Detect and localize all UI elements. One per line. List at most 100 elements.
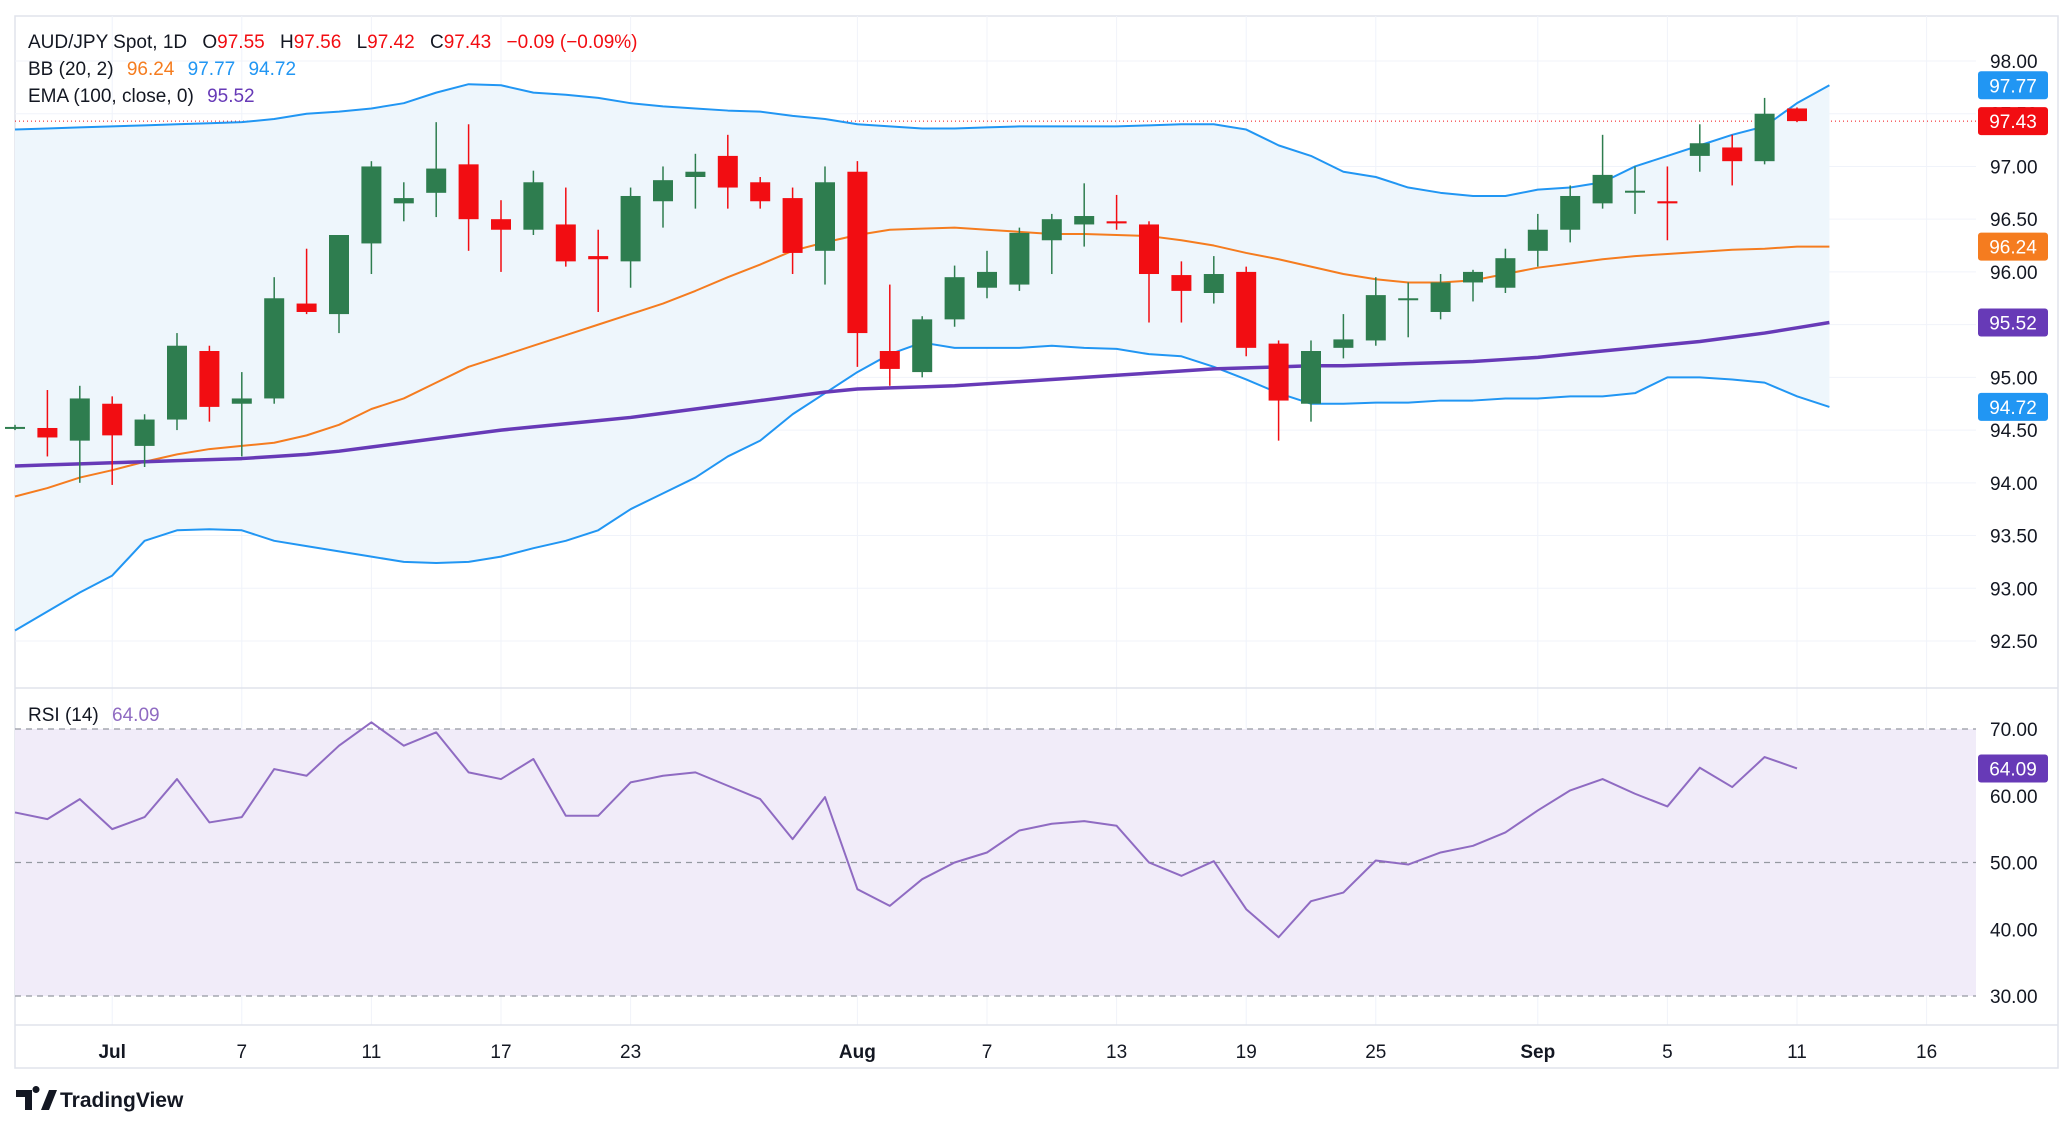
- time-tick-label: 5: [1662, 1042, 1673, 1063]
- candle-body: [296, 303, 317, 312]
- candle-down: [1787, 107, 1807, 123]
- candle-up: [1203, 256, 1224, 304]
- candle-body: [134, 419, 155, 446]
- open-label: O: [202, 32, 217, 53]
- candle-up: [393, 182, 414, 222]
- candle-up: [1041, 213, 1062, 275]
- bb-legend: BB (20, 2) 96.24 97.77 94.72: [28, 59, 296, 80]
- candle-body: [5, 426, 25, 429]
- badge-ema-bg: [1978, 308, 2048, 337]
- candle-up: [329, 235, 349, 334]
- ema-legend-label: EMA (100, close, 0): [28, 86, 194, 107]
- candle-body: [555, 224, 576, 262]
- candle-up: [1527, 213, 1548, 267]
- candle-up: [1365, 277, 1386, 346]
- candle-down: [1171, 261, 1192, 323]
- candle-body: [523, 182, 544, 230]
- candle-up: [1625, 166, 1645, 214]
- candle-body: [717, 155, 738, 188]
- badge-ema-text: 95.52: [1989, 314, 2037, 335]
- candle-down: [1106, 194, 1127, 230]
- candle-up: [815, 166, 835, 285]
- time-tick-label: 13: [1106, 1042, 1127, 1063]
- badge-ema: 95.52: [1978, 308, 2048, 337]
- candle-up: [685, 153, 706, 209]
- ema-legend-value: 95.52: [207, 86, 255, 107]
- header-line: AUD/JPY Spot, 1D O97.55 H97.56 L97.42 C9…: [28, 32, 638, 53]
- candle-body: [199, 351, 220, 407]
- candle-body: [1009, 232, 1030, 285]
- candle-down: [199, 345, 220, 422]
- candle-up: [167, 333, 187, 431]
- candle-body: [912, 319, 933, 373]
- candles: [5, 97, 1807, 485]
- candle-body: [1430, 282, 1451, 312]
- candle-body: [1754, 113, 1775, 162]
- badge-rsi: 64.09: [1978, 754, 2048, 783]
- candle-body: [231, 398, 252, 404]
- badge-bb-lower-bg: [1978, 392, 2048, 421]
- candle-body: [1787, 108, 1807, 122]
- time-tick-label: 25: [1365, 1042, 1386, 1063]
- tradingview-logo-icon: [16, 1086, 57, 1110]
- candle-body: [1301, 351, 1321, 404]
- candle-down: [879, 284, 900, 386]
- rsi-line: [14, 721, 1798, 939]
- candle-body: [620, 195, 641, 262]
- ema-layer: [14, 320, 1830, 468]
- candle-body: [944, 277, 965, 320]
- axes: 92.5093.0093.5094.0094.5095.0095.5096.00…: [98, 52, 2037, 1063]
- candle-down: [782, 187, 803, 275]
- candle-up: [1333, 314, 1354, 359]
- candle-down: [1657, 166, 1678, 241]
- bb-legend-basis: 96.24: [127, 59, 175, 80]
- close-value: 97.43: [444, 32, 492, 53]
- candle-body: [1722, 147, 1743, 162]
- bb-upper-line: [14, 83, 1830, 197]
- candle-body: [1236, 271, 1257, 348]
- candle-down: [847, 161, 868, 367]
- price-tick-label: 94.00: [1990, 474, 2038, 495]
- candle-body: [426, 168, 447, 193]
- candle-body: [361, 166, 382, 244]
- rsi-legend-label: RSI (14): [28, 705, 99, 726]
- candle-body: [1495, 258, 1516, 288]
- rsi-tick-label: 40.00: [1990, 920, 2038, 941]
- candle-body: [329, 235, 349, 315]
- candle-down: [555, 187, 576, 267]
- candle-body: [1365, 295, 1386, 341]
- candle-body: [1560, 195, 1581, 230]
- candle-up: [1495, 248, 1516, 293]
- badge-rsi-bg: [1978, 754, 2048, 783]
- candle-down: [458, 124, 479, 251]
- candle-up: [1592, 134, 1613, 209]
- candle-body: [750, 182, 771, 202]
- candle-up: [1009, 227, 1030, 291]
- candle-body: [393, 198, 414, 204]
- change-value: −0.09 (−0.09%): [507, 32, 638, 53]
- candle-body: [1527, 229, 1548, 251]
- candle-up: [523, 170, 544, 235]
- price-tick-label: 93.50: [1990, 527, 2038, 548]
- candle-body: [1398, 298, 1419, 301]
- candle-body: [1268, 343, 1289, 401]
- candle-down: [491, 200, 511, 272]
- candle-down: [717, 134, 738, 209]
- time-tick-label: Jul: [98, 1042, 125, 1063]
- candle-body: [37, 427, 58, 438]
- rsi-legend-value: 64.09: [112, 705, 160, 726]
- time-tick-label: 7: [237, 1042, 248, 1063]
- candle-down: [1236, 266, 1257, 357]
- candle-body: [1625, 190, 1645, 193]
- candle-body: [1106, 221, 1127, 224]
- candle-down: [588, 229, 609, 312]
- candle-up: [264, 277, 285, 404]
- candle-body: [588, 256, 609, 260]
- candle-body: [782, 198, 803, 253]
- badge-bb-lower: 94.72: [1978, 392, 2048, 421]
- time-tick-label: 11: [1787, 1042, 1807, 1063]
- candle-up: [912, 316, 933, 378]
- candle-body: [815, 182, 835, 251]
